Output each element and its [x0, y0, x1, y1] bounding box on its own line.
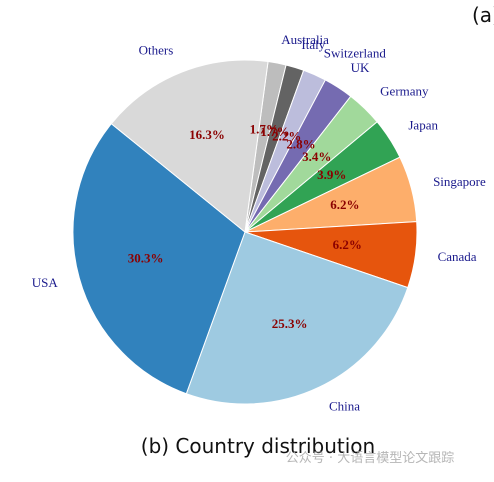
- slice-label: Canada: [438, 249, 477, 264]
- slice-label: Germany: [380, 83, 429, 98]
- value-label: 30.3%: [128, 251, 164, 266]
- slice-label: Others: [139, 42, 174, 57]
- panel-label: (a): [472, 3, 494, 27]
- pie-slice: [110, 59, 269, 233]
- pie-slice: [72, 123, 246, 395]
- slice-label: Japan: [408, 118, 438, 133]
- value-label: 25.3%: [272, 316, 308, 331]
- slice-label: USA: [32, 275, 59, 290]
- watermark: 公众号 · 大语言模型论文跟踪: [286, 451, 454, 466]
- pie-slice: [185, 231, 409, 405]
- value-label: 2.8%: [286, 136, 315, 151]
- slice-label: Italy: [301, 37, 325, 52]
- slice-label: Switzerland: [324, 45, 387, 60]
- value-label: 1.7%: [260, 124, 289, 139]
- slice-label: Australia: [281, 32, 329, 47]
- pie: Australia 1.7% Italy 1.7% Switzerland 2.2% UK 2…: [32, 32, 486, 413]
- value-label: 1.7%: [250, 122, 279, 137]
- value-label: 2.2%: [272, 129, 301, 144]
- value-label: 6.2%: [333, 237, 362, 252]
- slice-label: UK: [351, 60, 370, 75]
- slice-label: Singapore: [433, 174, 486, 189]
- value-label: 3.9%: [317, 167, 346, 182]
- slice-label: China: [329, 398, 360, 413]
- value-label: 6.2%: [330, 197, 359, 212]
- value-label: 16.3%: [189, 127, 225, 142]
- caption: (b) Country distribution: [141, 434, 375, 458]
- value-label: 3.4%: [302, 149, 331, 164]
